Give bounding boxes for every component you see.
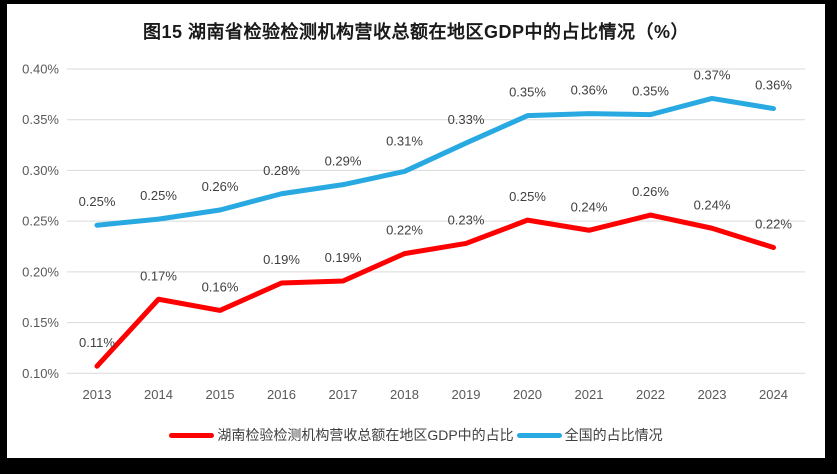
y-axis-tick-label: 0.30%: [22, 163, 59, 178]
series-line-hunan: [94, 212, 776, 369]
x-axis-tick-label: 2018: [390, 387, 419, 402]
data-label: 0.16%: [202, 279, 239, 294]
legend-label-hunan: 湖南检验检测机构营收总额在地区GDP中的占比: [217, 427, 514, 443]
x-axis-tick-label: 2015: [206, 387, 235, 402]
x-axis-tick-label: 2021: [575, 387, 604, 402]
data-label: 0.36%: [571, 83, 608, 98]
x-axis-tick-label: 2013: [83, 387, 112, 402]
data-label: 0.29%: [325, 154, 362, 169]
x-axis-tick-label: 2016: [267, 387, 296, 402]
x-axis-tick-label: 2019: [452, 387, 481, 402]
data-label: 0.19%: [325, 250, 362, 265]
legend-label-national: 全国的占比情况: [564, 427, 663, 443]
y-axis-tick-label: 0.20%: [22, 264, 59, 279]
data-label: 0.25%: [140, 188, 177, 203]
data-label: 0.31%: [386, 133, 423, 148]
data-label: 0.24%: [694, 197, 731, 212]
x-axis-tick-label: 2024: [759, 387, 788, 402]
data-label: 0.26%: [632, 184, 669, 199]
y-axis-tick-label: 0.15%: [22, 315, 59, 330]
data-label: 0.19%: [263, 252, 300, 267]
line-chart-plot-area: 0.40% 0.35% 0.30% 0.25% 0.20% 0.15% 0.10% 2013 2…: [22, 62, 805, 402]
data-label: 0.22%: [386, 223, 423, 238]
x-axis-tick-label: 2023: [698, 387, 727, 402]
chart-canvas: 图15 湖南省检验检测机构营收总额在地区GDP中的占比情况（%） 0.40% 0.…: [7, 4, 825, 458]
x-axis-tick-label: 2022: [636, 387, 665, 402]
data-label: 0.37%: [694, 67, 731, 82]
chart-legend: 湖南检验检测机构营收总额在地区GDP中的占比 全国的占比情况: [7, 425, 825, 445]
data-label: 0.33%: [448, 112, 485, 127]
data-label: 0.11%: [79, 335, 115, 350]
data-label: 0.22%: [755, 217, 792, 232]
series-line-national: [94, 95, 776, 228]
data-label: 0.36%: [755, 78, 792, 93]
y-axis-tick-label: 0.35%: [22, 112, 59, 127]
data-label: 0.35%: [509, 85, 546, 100]
data-label: 0.35%: [632, 84, 669, 99]
data-label: 0.26%: [202, 179, 239, 194]
data-label: 0.17%: [140, 268, 177, 283]
data-label: 0.23%: [448, 212, 485, 227]
x-axis-tick-label: 2014: [144, 387, 173, 402]
data-label: 0.28%: [263, 163, 300, 178]
y-axis-tick-label: 0.40%: [22, 62, 59, 77]
y-axis-tick-label: 0.10%: [22, 366, 59, 381]
legend-swatch-hunan: [169, 432, 215, 438]
x-axis-tick-label: 2017: [329, 387, 358, 402]
legend-swatch-national: [516, 432, 562, 438]
x-axis-tick-label: 2020: [513, 387, 542, 402]
data-label: 0.25%: [79, 194, 116, 209]
data-label: 0.25%: [509, 189, 546, 204]
chart-title: 图15 湖南省检验检测机构营收总额在地区GDP中的占比情况（%）: [142, 22, 690, 42]
y-axis-tick-label: 0.25%: [22, 214, 59, 229]
data-label: 0.24%: [571, 199, 608, 214]
